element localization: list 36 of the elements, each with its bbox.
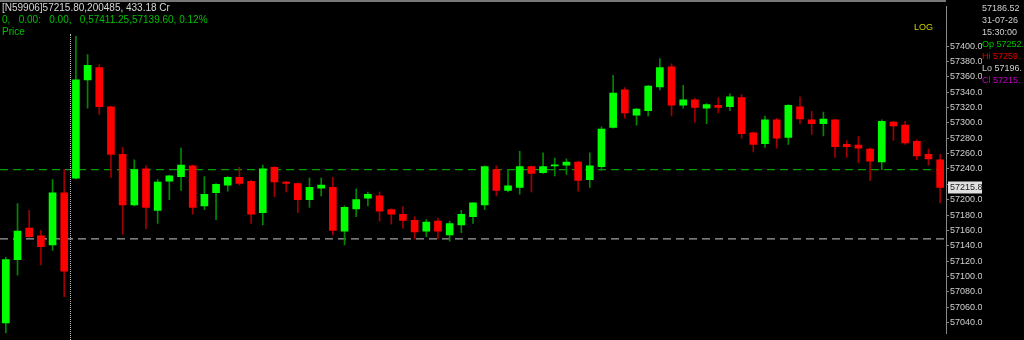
candlestick — [679, 84, 688, 109]
candlestick — [807, 111, 816, 135]
y-axis-title: Price — [2, 26, 25, 38]
text: 57186.52 — [982, 2, 1021, 14]
y-tick-label: 57260.0 — [950, 148, 983, 159]
y-tick-label: 57060.0 — [950, 301, 983, 312]
candlestick — [282, 180, 290, 193]
candlestick — [212, 183, 220, 220]
annotation: 57215.8 — [950, 182, 983, 192]
candlestick — [842, 140, 851, 158]
y-tick-label: 57040.0 — [950, 317, 983, 328]
y-tick-label: 57360.0 — [950, 71, 983, 82]
y-tick-label: 57240.0 — [950, 163, 983, 174]
text: 31-07-26 — [982, 14, 1020, 26]
text: Lo 57196. — [982, 63, 1024, 73]
y-tick-label: 57400.0 — [950, 40, 983, 51]
chart-title: [N59906]57215.80,200485, 433.18 Cr — [2, 2, 170, 14]
text: Cl 57215. — [982, 74, 1022, 86]
annotation: LOG — [914, 22, 934, 32]
text: 0, 0.00: 0.00, 0,57411.25,57139.60, 0.12% — [2, 14, 208, 26]
y-tick-label: 57120.0 — [950, 255, 983, 266]
y-tick-label: 57340.0 — [950, 86, 983, 97]
text: Op 57252. — [982, 38, 1024, 50]
text: 15:30:00 — [982, 26, 1019, 38]
y-tick-label: 57180.0 — [950, 209, 983, 220]
text: Hi 57259. — [982, 50, 1022, 61]
y-tick-label: 57380.0 — [950, 56, 983, 67]
y-tick-label: 57080.0 — [950, 286, 983, 297]
y-tick-label: 57320.0 — [950, 102, 983, 113]
y-tick-label: 57160.0 — [950, 224, 983, 235]
y-tick-label: 57300.0 — [950, 117, 983, 128]
candlestick — [714, 97, 723, 114]
y-tick-label: 57200.0 — [950, 194, 983, 205]
y-tick-label: 57280.0 — [950, 132, 983, 143]
y-tick-label: 57100.0 — [950, 271, 983, 282]
y-tick-label: 57140.0 — [950, 240, 983, 251]
